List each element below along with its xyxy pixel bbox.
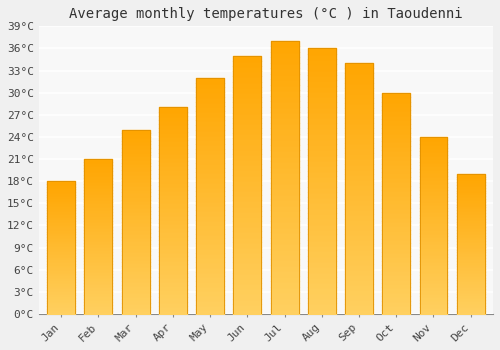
Bar xyxy=(420,137,448,314)
Bar xyxy=(47,181,75,314)
Bar xyxy=(196,78,224,314)
Bar xyxy=(345,63,373,314)
Bar xyxy=(234,56,262,314)
Bar xyxy=(47,181,75,314)
Bar xyxy=(382,93,410,314)
Bar xyxy=(457,174,484,314)
Bar xyxy=(270,41,298,314)
Bar xyxy=(270,41,298,314)
Bar xyxy=(84,159,112,314)
Bar xyxy=(345,63,373,314)
Bar xyxy=(420,137,448,314)
Bar xyxy=(84,159,112,314)
Bar xyxy=(159,107,187,314)
Bar xyxy=(196,78,224,314)
Bar xyxy=(457,174,484,314)
Bar xyxy=(234,56,262,314)
Bar xyxy=(308,48,336,314)
Bar xyxy=(122,130,150,314)
Bar xyxy=(122,130,150,314)
Title: Average monthly temperatures (°C ) in Taoudenni: Average monthly temperatures (°C ) in Ta… xyxy=(69,7,462,21)
Bar xyxy=(308,48,336,314)
Bar xyxy=(382,93,410,314)
Bar xyxy=(159,107,187,314)
